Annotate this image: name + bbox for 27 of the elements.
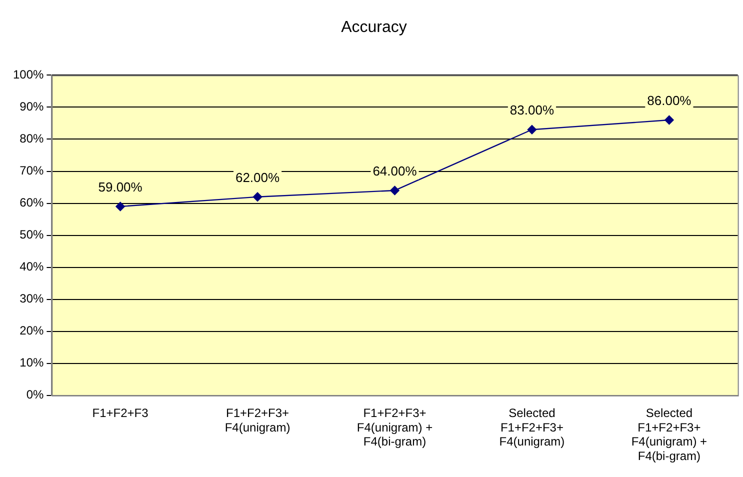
point bbox=[664, 115, 674, 125]
point bbox=[390, 186, 400, 196]
data-label: 83.00% bbox=[510, 102, 554, 118]
data-label: 64.00% bbox=[372, 164, 418, 179]
y-tick-label: 30% bbox=[20, 292, 44, 306]
y-tick-label: 80% bbox=[20, 132, 44, 146]
y-tick-label: 90% bbox=[20, 100, 44, 114]
x-tick-label: Selected F1+F2+F3+ F4(unigram) bbox=[499, 406, 565, 449]
data-label: 86.00% bbox=[647, 93, 692, 108]
data-label: 62.00% bbox=[235, 170, 280, 185]
x-tick-label: F1+F2+F3+ F4(unigram) + F4(bi-gram) bbox=[356, 406, 433, 449]
data-label: 59.00% bbox=[98, 180, 143, 195]
x-tick-label: F1+F2+F3 bbox=[92, 406, 149, 420]
point bbox=[252, 192, 262, 202]
y-tick-label: 20% bbox=[20, 324, 44, 338]
chart-title: Accuracy bbox=[341, 19, 407, 36]
point bbox=[527, 125, 537, 134]
y-tick-label: 100% bbox=[12, 68, 44, 82]
y-tick-label: 10% bbox=[20, 356, 44, 370]
y-tick-label: 40% bbox=[20, 260, 44, 274]
y-tick-label: 70% bbox=[20, 164, 44, 178]
x-tick-label: Selected F1+F2+F3+ F4(unigram) + F4(bi-gram) bbox=[631, 406, 708, 464]
y-tick-label: 0% bbox=[26, 388, 44, 402]
point bbox=[116, 202, 125, 212]
x-tick-label: F1+F2+F3+ F4(unigram) bbox=[224, 406, 290, 434]
y-tick-label: 60% bbox=[20, 196, 44, 210]
y-tick-label: 50% bbox=[20, 228, 44, 242]
